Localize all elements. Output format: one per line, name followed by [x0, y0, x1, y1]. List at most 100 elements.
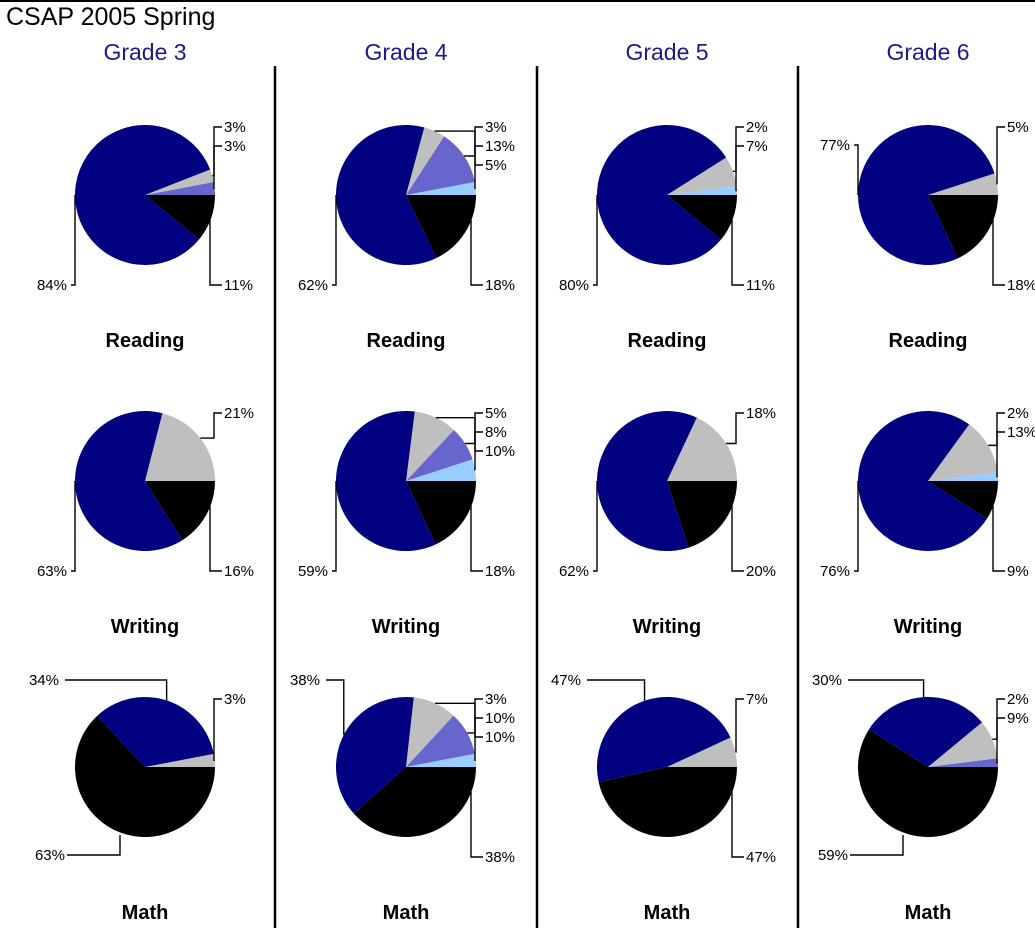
pct-label: 59%	[818, 847, 848, 864]
pct-label: 8%	[485, 424, 507, 441]
leader-line	[67, 835, 121, 856]
leader-line	[593, 481, 598, 572]
pct-label: 3%	[485, 119, 507, 136]
pie-slice-7-cat2	[667, 157, 737, 195]
pct-label: 13%	[485, 138, 515, 155]
pct-label: 47%	[551, 672, 581, 689]
pie-slice-38-cat1	[336, 697, 414, 814]
leader-line	[996, 412, 1005, 478]
leader-line	[434, 130, 483, 166]
leader-line	[332, 481, 337, 572]
pie-slice-3-cat4	[406, 753, 476, 767]
pct-label: 18%	[485, 563, 515, 580]
leader-line	[587, 679, 646, 701]
leader-line	[435, 416, 483, 452]
pie-grade-3-writing: 21% 63% 16% Writing	[37, 405, 254, 638]
leader-line	[474, 126, 483, 190]
subject-label-reading: Reading	[367, 330, 446, 352]
leader-line	[992, 717, 1005, 740]
grade-title-grade-4: Grade 4	[364, 39, 447, 65]
pct-label: 10%	[485, 729, 515, 746]
pie-slice-3-cat4	[406, 182, 476, 195]
leader-line	[850, 835, 904, 856]
subject-label-reading: Reading	[889, 330, 968, 352]
leader-line	[992, 506, 1005, 572]
pct-label: 18%	[746, 405, 776, 422]
leader-line	[854, 144, 859, 195]
pie-slice-47-cat5	[598, 767, 737, 837]
leader-line	[731, 220, 744, 286]
pie-slice-5-cat2	[406, 127, 445, 195]
pie-slice-47-cat1	[597, 696, 731, 783]
pct-label: 84%	[37, 277, 67, 294]
pct-label: 7%	[746, 138, 768, 155]
pct-label: 5%	[485, 157, 507, 174]
subject-label-math: Math	[122, 902, 169, 924]
leader-line	[209, 506, 222, 572]
pie-slice-18-cat2	[667, 417, 737, 481]
leader-line	[209, 220, 222, 286]
pie-grade-5-writing: 18% 62% 20% Writing	[559, 405, 776, 638]
leader-line	[470, 792, 483, 858]
pie-slice-59-cat5	[857, 729, 998, 838]
pct-label: 10%	[485, 710, 515, 727]
pie-slice-21-cat2	[145, 413, 216, 481]
pct-label: 62%	[298, 277, 328, 294]
leader-line	[326, 679, 345, 735]
pct-label: 34%	[29, 672, 59, 689]
pie-slice-8-cat3	[406, 429, 473, 481]
leader-line	[731, 792, 744, 858]
leader-line	[213, 698, 222, 762]
pct-label: 16%	[224, 563, 254, 580]
pct-label: 5%	[485, 405, 507, 422]
leader-line	[848, 679, 925, 698]
grade-title-grade-6: Grade 6	[886, 39, 969, 65]
grade-title-grade-3: Grade 3	[103, 39, 186, 65]
pie-slice-76-cat1	[858, 411, 988, 551]
leader-line	[593, 195, 598, 286]
pie-slice-3-cat3	[145, 182, 215, 195]
leader-line	[992, 220, 1005, 286]
subject-label-writing: Writing	[894, 616, 963, 638]
pie-slice-11-cat5	[667, 195, 737, 240]
pie-slice-63-cat1	[75, 411, 183, 552]
pie-grade-6-reading: 5% 77% 18% Reading	[820, 119, 1035, 352]
pct-label: 63%	[37, 563, 67, 580]
pct-label: 9%	[1007, 563, 1029, 580]
leader-line	[435, 702, 483, 738]
page-title: CSAP 2005 Spring	[6, 3, 216, 31]
pct-label: 18%	[1007, 277, 1035, 294]
leader-line	[726, 412, 744, 445]
pie-slice-9-cat2	[928, 722, 998, 767]
pie-grade-6-math: 2% 9% 30% 59% Math	[812, 672, 1029, 924]
leader-line	[988, 431, 1005, 447]
leader-line	[470, 220, 483, 286]
pie-slice-77-cat1	[858, 124, 995, 265]
leader-line	[996, 698, 1005, 764]
pct-label: 7%	[746, 691, 768, 708]
pie-slice-30-cat1	[868, 697, 982, 767]
leader-line	[65, 679, 168, 701]
pct-label: 2%	[746, 119, 768, 136]
pct-label: 5%	[1007, 119, 1029, 136]
subject-label-math: Math	[644, 902, 691, 924]
pie-grade-4-writing: 5% 8% 10% 59% 18% Writing	[298, 405, 515, 638]
pct-label: 9%	[1007, 710, 1029, 727]
grade-title-grade-5: Grade 5	[625, 39, 708, 65]
pct-label: 18%	[485, 277, 515, 294]
pie-slice-2-cat4	[928, 472, 998, 481]
pie-slice-11-cat5	[145, 195, 215, 240]
pct-label: 47%	[746, 849, 776, 866]
pie-grade-6-writing: 2% 13% 76% 9% Writing	[820, 405, 1035, 638]
pct-label: 3%	[224, 691, 246, 708]
pie-slice-84-cat1	[74, 125, 211, 265]
leader-line	[465, 431, 483, 445]
pie-grade-5-math: 7% 47% 47% Math	[551, 672, 776, 924]
pie-slice-16-cat5	[145, 481, 215, 541]
pct-label: 11%	[746, 277, 775, 294]
pie-slice-3-cat2	[145, 169, 214, 195]
subject-label-writing: Writing	[372, 616, 441, 638]
pie-slice-18-cat5	[406, 195, 476, 259]
pie-slice-62-cat1	[597, 411, 697, 552]
pie-slice-34-cat1	[97, 697, 214, 767]
